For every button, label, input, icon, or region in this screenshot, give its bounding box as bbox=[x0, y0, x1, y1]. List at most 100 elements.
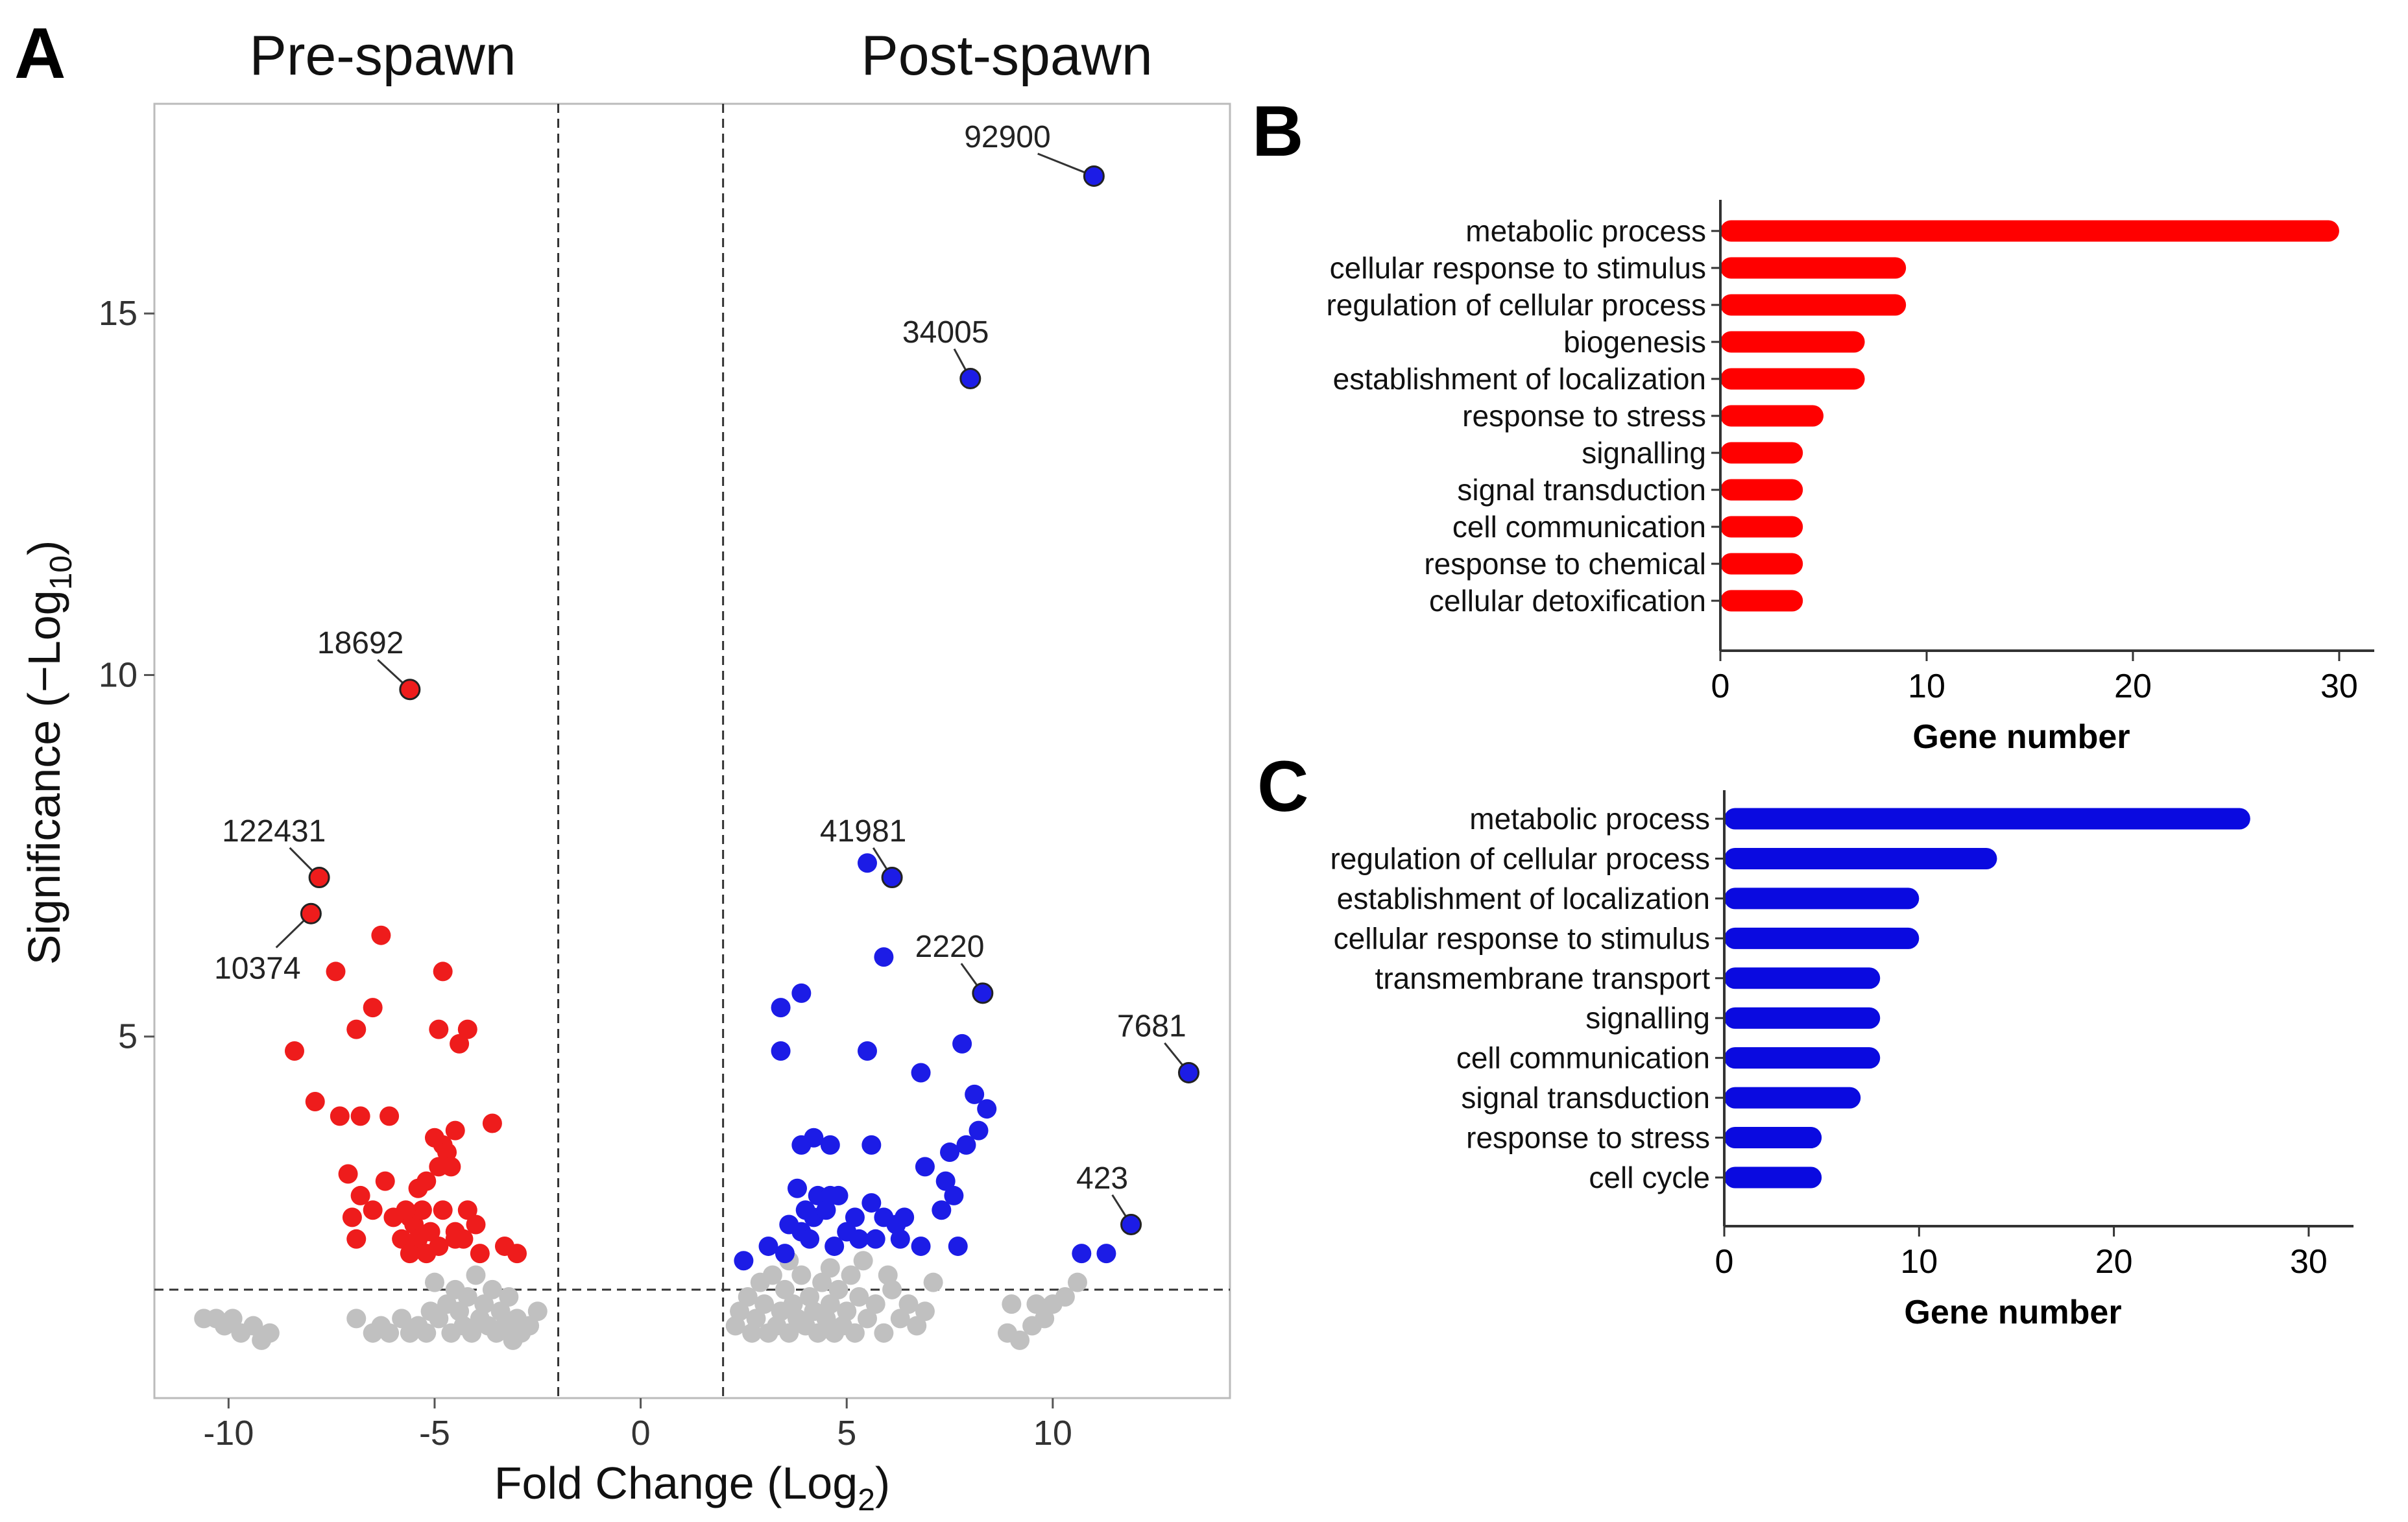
nonsignificant-point bbox=[898, 1294, 919, 1314]
x-tick-label: 0 bbox=[631, 1414, 651, 1453]
nonsignificant-point bbox=[890, 1309, 910, 1329]
post-spawn-point bbox=[911, 1063, 931, 1083]
bar bbox=[1724, 1087, 1861, 1109]
x-tick-label: 20 bbox=[2095, 1243, 2133, 1281]
post-spawn-point bbox=[825, 1236, 845, 1256]
nonsignificant-point bbox=[429, 1309, 449, 1329]
category-label: cellular detoxification bbox=[1429, 584, 1706, 618]
pre-spawn-point bbox=[429, 1157, 449, 1177]
category-label: response to stress bbox=[1462, 399, 1706, 433]
labeled-point bbox=[399, 679, 421, 701]
x-tick-label: 30 bbox=[2290, 1243, 2328, 1281]
point-id-label: 92900 bbox=[964, 120, 1050, 154]
labeled-point bbox=[1083, 165, 1105, 187]
point-id-label: 41981 bbox=[820, 814, 906, 849]
bar bbox=[1720, 479, 1803, 501]
nonsignificant-point bbox=[820, 1294, 840, 1314]
nonsignificant-point bbox=[775, 1279, 795, 1299]
labeled-point bbox=[881, 867, 903, 889]
bar-chart-c: metabolic process regulation of cellular … bbox=[1330, 790, 2354, 1331]
nonsignificant-point bbox=[812, 1272, 832, 1292]
post-spawn-point bbox=[861, 1135, 882, 1155]
pre-spawn-point bbox=[371, 925, 391, 945]
nonsignificant-point bbox=[874, 1323, 894, 1343]
nonsignificant-point bbox=[878, 1265, 898, 1285]
pre-spawn-point bbox=[338, 1164, 358, 1184]
nonsignificant-point bbox=[762, 1265, 782, 1285]
bar bbox=[1720, 331, 1865, 353]
x-tick-label: 5 bbox=[837, 1414, 856, 1453]
pre-spawn-point bbox=[482, 1113, 502, 1133]
nonsignificant-point bbox=[845, 1323, 865, 1343]
y-axis-title-main: Significance (−Log bbox=[19, 590, 69, 965]
nonsignificant-point bbox=[915, 1301, 935, 1322]
post-spawn-point bbox=[956, 1135, 976, 1155]
category-label: signal transduction bbox=[1457, 473, 1706, 507]
pre-spawn-point bbox=[445, 1229, 465, 1249]
category-label: regulation of cellular process bbox=[1330, 841, 1710, 875]
point-id-label: 18692 bbox=[317, 626, 403, 660]
pre-spawn-point bbox=[392, 1229, 412, 1249]
x-tick-label: 0 bbox=[1715, 1243, 1734, 1281]
nonsignificant-point bbox=[849, 1286, 869, 1307]
volcano-x-ticks: -10 -5 0 5 10 bbox=[203, 1398, 1072, 1453]
labeled-point bbox=[972, 982, 994, 1004]
pre-spawn-point bbox=[342, 1207, 362, 1227]
bar-chart-c-x-ticks: 0 10 20 30 bbox=[1715, 1226, 2328, 1281]
labeled-points: 92900 34005 18692 122431 10374 41981 2220 7681 4… bbox=[214, 120, 1199, 1236]
nonsignificant-point bbox=[527, 1301, 548, 1322]
pre-spawn-points bbox=[284, 925, 527, 1264]
post-spawn-point bbox=[861, 1193, 882, 1213]
post-spawn-point bbox=[857, 853, 877, 873]
category-label: cellular response to stimulus bbox=[1330, 251, 1706, 285]
post-spawn-point bbox=[911, 1236, 931, 1256]
bar bbox=[1720, 516, 1803, 538]
nonsignificant-point bbox=[746, 1309, 766, 1329]
bar bbox=[1724, 847, 1997, 869]
bar bbox=[1720, 405, 1824, 427]
post-spawn-point bbox=[820, 1135, 840, 1155]
y-axis-title-subscript: 10 bbox=[44, 555, 78, 590]
volcano-plot-frame bbox=[153, 103, 1231, 1399]
nonsignificant-point bbox=[457, 1286, 477, 1307]
nonsignificant-point bbox=[738, 1286, 758, 1307]
point-id-label: 122431 bbox=[222, 814, 326, 849]
nonsignificant-point bbox=[730, 1301, 750, 1322]
threshold-lines bbox=[154, 104, 1230, 1398]
pre-spawn-point bbox=[433, 961, 453, 982]
post-spawn-point bbox=[890, 1229, 910, 1249]
bar-chart-b-x-axis-title: Gene number bbox=[1912, 718, 2130, 756]
bar bbox=[1720, 294, 1907, 316]
post-spawn-point bbox=[775, 1244, 795, 1264]
y-tick-label: 10 bbox=[99, 655, 138, 694]
pre-spawn-point bbox=[363, 1200, 383, 1220]
nonsignificant-point bbox=[223, 1309, 243, 1329]
post-spawn-point bbox=[874, 947, 894, 967]
post-spawn-point bbox=[944, 1185, 964, 1205]
nonsignificant-point bbox=[923, 1272, 943, 1292]
bar bbox=[1720, 220, 2339, 242]
post-spawn-point bbox=[915, 1157, 935, 1177]
post-spawn-point bbox=[1096, 1244, 1116, 1264]
labeled-point bbox=[1120, 1214, 1142, 1236]
post-spawn-point bbox=[758, 1236, 778, 1256]
post-spawn-point bbox=[857, 1041, 877, 1061]
nonsignificant-point bbox=[841, 1265, 861, 1285]
post-spawn-point bbox=[865, 1229, 885, 1249]
x-axis-title-end: ) bbox=[875, 1458, 890, 1508]
y-tick-label: 15 bbox=[99, 294, 138, 333]
nonsignificant-point bbox=[1067, 1272, 1087, 1292]
bar bbox=[1724, 1007, 1881, 1029]
category-label: biogenesis bbox=[1563, 325, 1706, 359]
pre-spawn-label: Pre-spawn bbox=[249, 25, 516, 87]
pre-spawn-point bbox=[416, 1171, 437, 1191]
pre-spawn-point bbox=[429, 1019, 449, 1039]
nonsignificant-point bbox=[808, 1323, 828, 1343]
nonsignificant-point bbox=[857, 1309, 877, 1329]
x-axis-title-main: Fold Change (Log bbox=[494, 1458, 858, 1508]
bar bbox=[1724, 927, 1920, 949]
nonsignificant-point bbox=[1010, 1330, 1030, 1350]
labeled-point bbox=[1177, 1061, 1199, 1083]
bar bbox=[1720, 368, 1865, 390]
